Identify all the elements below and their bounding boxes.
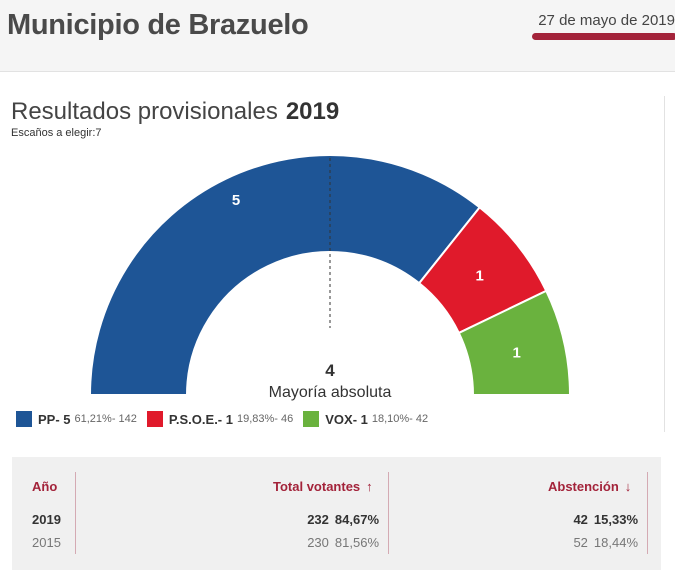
row-2015-year: 2015 <box>32 535 61 550</box>
column-divider <box>75 472 76 554</box>
arrow-down-icon: ↓ <box>624 479 632 494</box>
municipality-title: Municipio de Brazuelo <box>7 9 309 41</box>
seat-count-vox: 1 <box>513 344 521 361</box>
legend-detail-pp: 61,21%- 142 <box>74 413 137 425</box>
majority-value: 4 <box>325 361 335 380</box>
hemicycle-arcs: 5 1 1 <box>88 154 572 396</box>
results-heading: Resultados provisionales 2019 <box>11 98 339 126</box>
legend-item-psoe[interactable]: P.S.O.E.- 1 19,83%- 46 <box>146 411 294 427</box>
card-divider <box>664 96 665 432</box>
row-2019-abstention: 42 15,33% <box>573 512 638 527</box>
legend: PP- 5 61,21%- 142 P.S.O.E.- 1 19,83%- 46… <box>16 411 438 427</box>
election-date: 27 de mayo de 2019 <box>538 12 675 29</box>
legend-item-pp[interactable]: PP- 5 61,21%- 142 <box>16 411 137 427</box>
hemicycle-segment-vox[interactable] <box>457 289 572 396</box>
column-divider <box>647 472 648 554</box>
legend-label-pp: PP- 5 <box>38 411 71 427</box>
row-2015-voters: 230 81,56% <box>307 535 379 550</box>
row-2015-abstention: 52 18,44% <box>573 535 638 550</box>
legend-item-vox[interactable]: VOX- 1 18,10%- 42 <box>303 411 428 427</box>
seat-count-psoe: 1 <box>476 268 484 285</box>
header-total-voters[interactable]: Total votantes ↑ <box>273 479 373 494</box>
seat-count-pp: 5 <box>232 192 240 209</box>
header-abstention[interactable]: Abstención ↓ <box>548 479 632 494</box>
seats-to-elect: Escaños a elegir:7 <box>11 127 102 139</box>
majority-label: Mayoría absoluta <box>269 384 392 401</box>
page-header: Municipio de Brazuelo 27 de mayo de 2019 <box>0 0 675 72</box>
hemicycle-chart: 5 1 1 4 Mayoría absoluta <box>88 154 572 401</box>
results-year: 2019 <box>285 98 340 125</box>
legend-label-psoe: P.S.O.E.- 1 <box>168 411 233 427</box>
hemicycle-segment-pp[interactable] <box>88 154 482 396</box>
legend-detail-psoe: 19,83%- 46 <box>236 413 294 425</box>
date-accent-bar <box>532 33 675 40</box>
legend-label-vox: VOX- 1 <box>325 411 368 427</box>
results-title: Resultados provisionales <box>11 98 278 125</box>
legend-swatch-psoe <box>146 411 163 427</box>
legend-detail-vox: 18,10%- 42 <box>371 413 429 425</box>
arrow-up-icon: ↑ <box>366 479 373 494</box>
turnout-table: Año Total votantes ↑ Abstención ↓ 2019 232… <box>12 457 661 570</box>
header-year[interactable]: Año <box>32 479 58 494</box>
legend-swatch-vox <box>303 411 320 427</box>
column-divider <box>388 472 389 554</box>
legend-swatch-pp <box>16 411 32 427</box>
row-2019-year: 2019 <box>32 512 61 527</box>
row-2019-voters: 232 84,67% <box>307 512 379 527</box>
